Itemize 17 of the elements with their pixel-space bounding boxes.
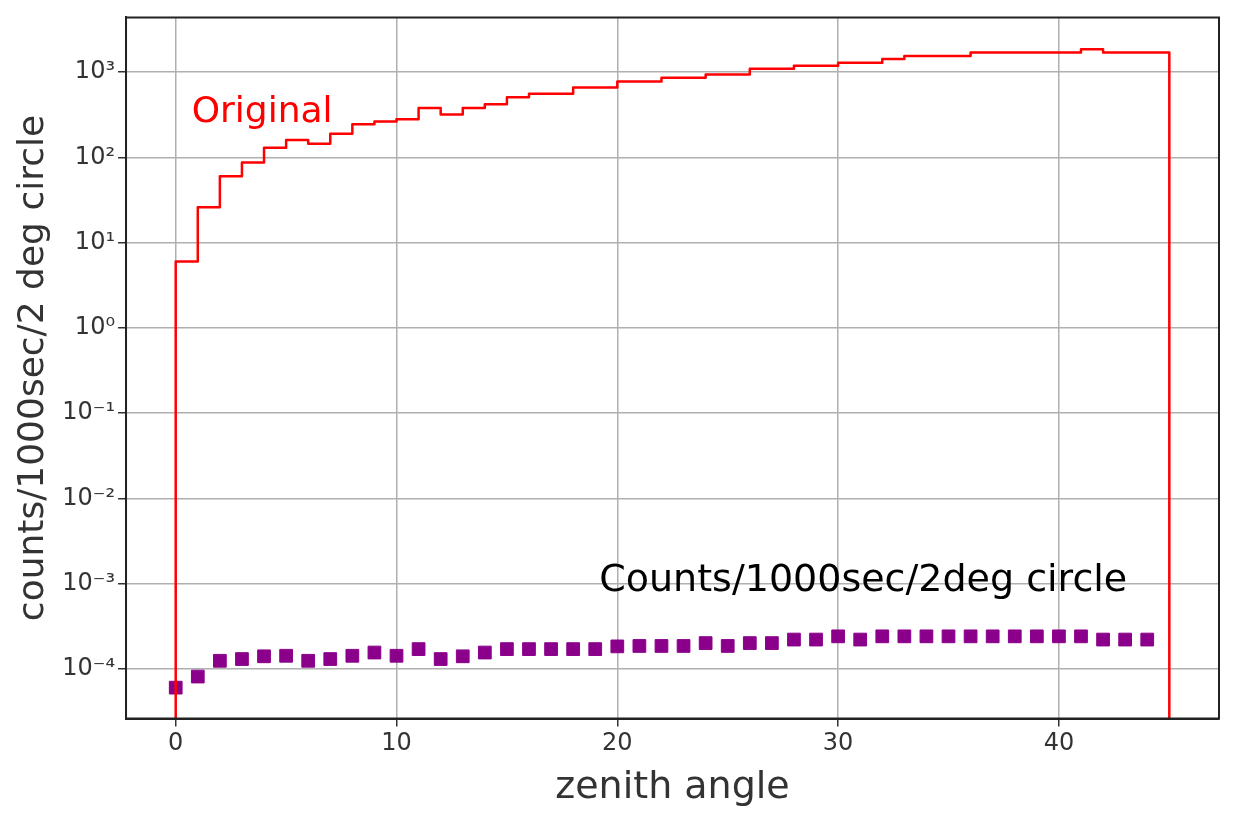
y-tick-label: 10⁻² (62, 482, 116, 511)
y-tick-label: 10³ (74, 56, 116, 85)
x-tick-label: 30 (822, 728, 854, 757)
x-tick-label: 20 (602, 728, 633, 757)
x-tick-label: 10 (381, 728, 412, 757)
y-tick-label: 10¹ (74, 226, 116, 255)
y-tick-label: 10⁰ (74, 312, 116, 341)
x-tick-label: 0 (168, 728, 184, 757)
y-tick-label: 10⁻⁴ (62, 652, 116, 681)
y-axis-title: counts/1000sec/2 deg circle (9, 114, 51, 622)
series-label: Counts/1000sec/2deg circle (599, 556, 1128, 601)
series-label: Original (191, 89, 333, 131)
y-tick-label: 10² (74, 141, 116, 170)
x-axis-title: zenith angle (555, 763, 790, 808)
x-tick-label: 40 (1043, 728, 1075, 757)
y-tick-label: 10⁻¹ (62, 397, 116, 426)
y-tick-label: 10⁻³ (62, 567, 116, 596)
